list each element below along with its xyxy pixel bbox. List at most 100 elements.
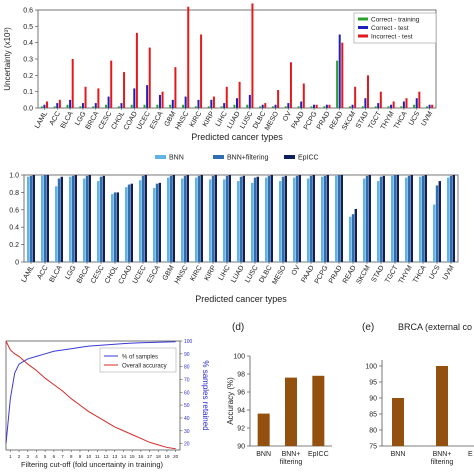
panel-b-bar-thym-s0 [405, 177, 408, 262]
panel-a-bar-gbm-s1 [171, 99, 174, 108]
panel-a-legend-label-0: Correct - training [371, 17, 420, 24]
panel-c-xtick-label: 1 [9, 454, 12, 459]
panel-b-bar-thym-s1 [407, 175, 411, 262]
panel-b-bar-meso-s0 [279, 181, 282, 262]
panel-b-bar-dlbc-s2 [270, 175, 273, 262]
panel-b-ytick-label: 0.6 [9, 207, 19, 214]
panel-a-bar-meso-s2 [277, 90, 280, 108]
panel-a-bar-ov-s2 [289, 62, 292, 108]
panel-c-xtick-label: 10 [86, 454, 92, 459]
panel-b-legend-swatch-0 [155, 155, 166, 159]
panel-c-xtick-label: 13 [112, 454, 118, 459]
panel-a-bar-ucs-s2 [418, 91, 421, 108]
panel-a-bar-blca-s1 [69, 99, 72, 108]
panel-a-bar-uvm-s2 [431, 104, 434, 108]
panel-b-legend-swatch-2 [284, 155, 295, 159]
panel-a-bar-laml-s0 [40, 106, 43, 108]
panel-a-bar-laml-s1 [43, 104, 46, 108]
panel-b-bar-hnsc-s1 [183, 175, 187, 262]
panel-e-xtick-label: BNN+ [433, 451, 452, 458]
panel-b-legend-label-0: BNN [169, 155, 184, 162]
panel-a-bar-uvm-s0 [425, 106, 428, 108]
panel-b-bar-uvm-s1 [449, 175, 453, 262]
panel-b-bar-pcpg-s1 [323, 175, 327, 262]
panel-c-y2tick-label: 80 [184, 365, 190, 371]
panel-b-bar-paad-s2 [312, 175, 315, 262]
panel-a-bar-cesc-s0 [105, 104, 108, 108]
panel-a-bar-gbm-s2 [174, 67, 177, 108]
panel-b-bar-paad-s1 [309, 175, 313, 262]
panel-e-ytick-label: 95 [369, 380, 377, 387]
panel-c-legend-label-1: Overall accuracy [122, 364, 167, 370]
panel-a-ytick-label: 0.6 [23, 8, 33, 15]
panel-a-xtick-label-thca: THCA [393, 110, 409, 130]
panel-a-bar-stad-s2 [366, 75, 369, 108]
panel-a-bar-hnsc-s1 [184, 96, 187, 108]
panel-b-ytick-label: 0 [15, 260, 19, 267]
panel-b-bar-lgg-s2 [74, 175, 77, 262]
panel-e-ytick-label: 80 [369, 428, 377, 435]
panel-b-bar-prad-s2 [340, 175, 343, 262]
panel-a-bar-laml-s2 [46, 101, 49, 108]
panel-a-bar-ucs-s0 [413, 104, 416, 108]
panel-d-ytick-label: 90 [237, 444, 245, 451]
panel-b-bar-prad-s1 [337, 175, 341, 262]
panel-a-bar-thca-s1 [402, 101, 405, 108]
panel-c-xtick-label: 3 [26, 454, 29, 459]
panel-c-xtick-label: 12 [104, 454, 110, 459]
panel-b-bar-laml-s1 [29, 175, 33, 262]
panel-a-bar-thca-s2 [405, 98, 408, 108]
panel-b-ytick-label: 0.4 [9, 225, 19, 232]
panel-b-bar-pcpg-s0 [321, 176, 324, 262]
panel-b-bar-thym-s2 [410, 175, 413, 262]
panel-b-legend-label-1: BNN+filtering [227, 155, 269, 162]
panel-a-bar-chol-s2 [123, 72, 126, 108]
panel-e-xtick-label: BNN [391, 451, 406, 458]
panel-b-bar-kirp-s1 [211, 175, 215, 262]
panel-a-bar-prad-s1 [325, 104, 328, 108]
panel-b-bar-ucs-s1 [435, 185, 439, 262]
panel-a-bar-paad-s0 [297, 106, 300, 108]
panel-c-y2tick-label: 30 [184, 429, 190, 435]
panel-e-title: BRCA (external co [398, 322, 472, 332]
panel-a-bar-acc-s0 [53, 106, 56, 108]
panel-d-ytick-label: 98 [237, 372, 245, 379]
panel-a-bar-uvm-s1 [428, 104, 431, 108]
panel-a-bar-prad-s0 [323, 106, 326, 108]
panel-b-bar-kirc-s2 [200, 175, 203, 262]
panel-b-xtick-label-ov: OV [291, 264, 302, 277]
panel-b-bar-chol-s2 [116, 192, 119, 262]
panel-b-bar-ucs-s2 [438, 181, 441, 262]
panel-b-bar-thca-s1 [421, 175, 425, 262]
panel-b-bar-lihc-s0 [223, 179, 226, 262]
panel-a-ytick-label: 0.5 [23, 24, 33, 31]
panel-a-bar-hnsc-s2 [187, 6, 190, 109]
panel-a-bar-ov-s0 [284, 106, 287, 108]
panel-d-ytick-label: 96 [237, 390, 245, 397]
panel-a-xtick-label-blca: BLCA [60, 110, 75, 130]
panel-b-bar-skcm-s0 [363, 178, 366, 262]
panel-c-xtick-label: 11 [95, 454, 100, 459]
panel-b-bar-lihc-s1 [225, 175, 229, 262]
panel-a-bar-coad-s1 [133, 88, 136, 108]
panel-b-bar-cesc-s1 [99, 176, 103, 262]
panel-c-xtick-label: 5 [44, 454, 47, 459]
panel-b-bar-esca-s2 [158, 182, 161, 262]
panel-b-bar-thca-s0 [419, 176, 422, 262]
panel-b-bar-kirc-s1 [197, 175, 201, 262]
panel-a-xtick-label-laml: LAML [34, 110, 49, 129]
panel-a-bar-luad-s0 [233, 104, 236, 108]
panel-a-legend-swatch-1 [358, 26, 368, 29]
panel-e-xtick-label: E [468, 451, 473, 458]
panel-b-bar-prad-s0 [335, 175, 338, 262]
panel-a-bar-tgct-s1 [377, 103, 380, 108]
panel-c-xtick-label: 16 [138, 454, 144, 459]
panel-b-xtick-label-acc: ACC [36, 265, 49, 281]
panel-b-bar-stad-s1 [379, 176, 383, 262]
panel-d-xtick-label: BNN+ [282, 451, 301, 458]
panel-e-ytick-label: 75 [369, 444, 377, 451]
panel-b-bar-gbm-s2 [172, 175, 175, 262]
panel-a-bar-ucec-s1 [146, 85, 149, 108]
panel-b-ytick-label: 1.0 [9, 173, 19, 180]
panel-c-xtick-label: 9 [79, 454, 82, 459]
